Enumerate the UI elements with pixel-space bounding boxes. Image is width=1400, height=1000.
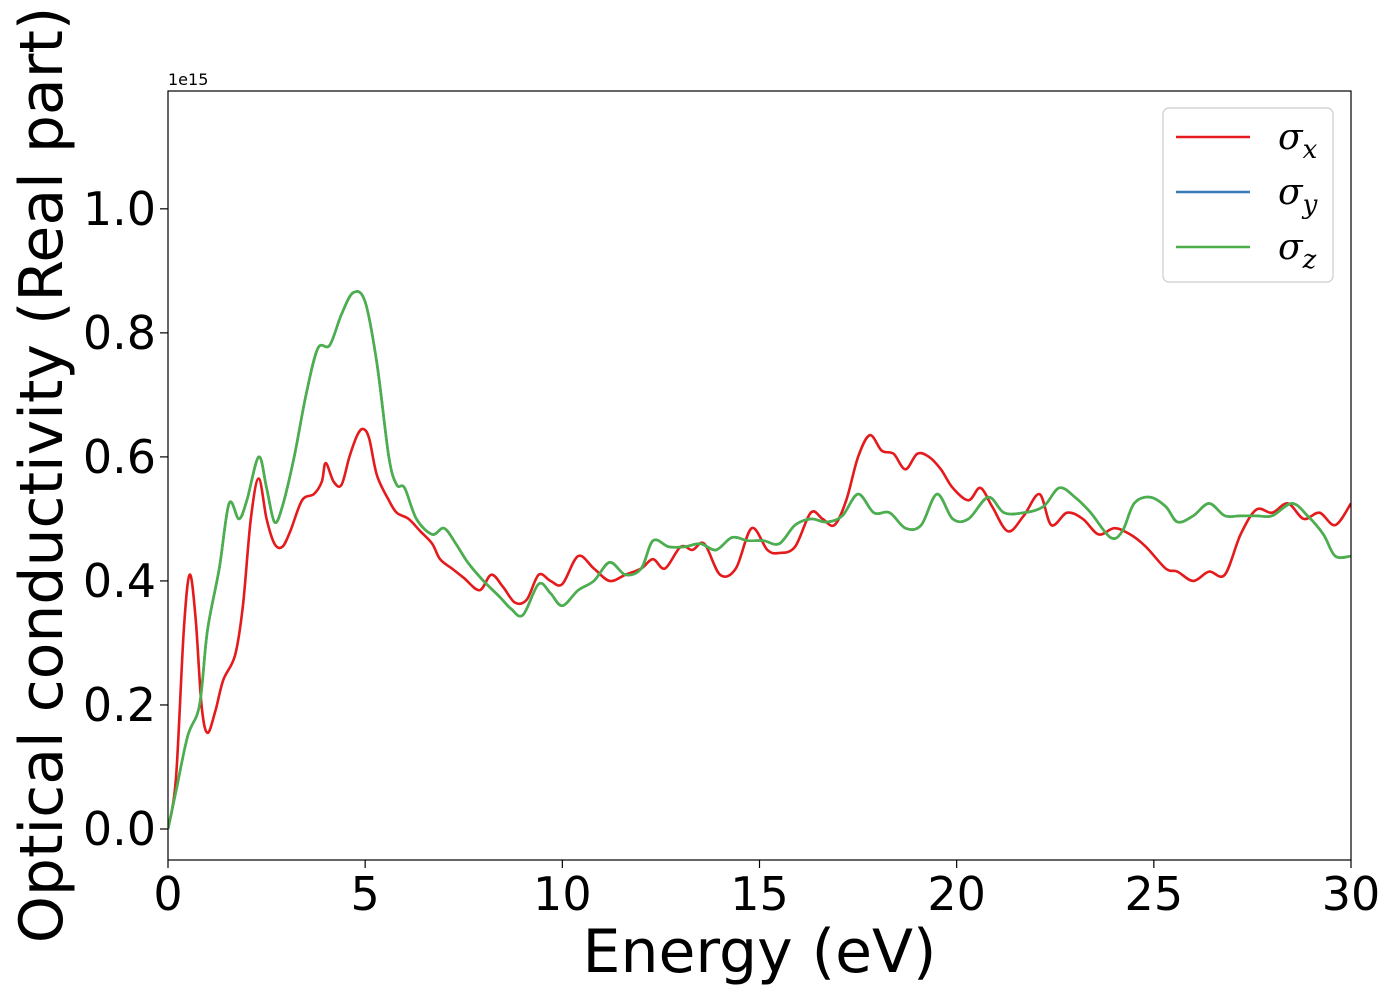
series-line-z <box>168 290 1351 830</box>
y-offset-label: 1e15 <box>168 70 208 89</box>
x-tick-label: 30 <box>1322 867 1381 921</box>
x-axis-title: Energy (eV) <box>583 917 937 987</box>
legend-label-z: σz <box>1278 227 1317 275</box>
legend-label-y: σy <box>1278 172 1318 220</box>
x-tick-label: 25 <box>1125 867 1184 921</box>
series-line-y <box>168 290 1351 830</box>
x-tick-label: 15 <box>730 867 789 921</box>
x-tick-label: 10 <box>533 867 592 921</box>
x-tick-label: 5 <box>351 867 380 921</box>
x-tick-label: 0 <box>153 867 182 921</box>
y-tick-label: 0.2 <box>83 678 156 732</box>
legend-label-x: σx <box>1278 117 1318 165</box>
y-tick-label: 0.0 <box>83 802 156 856</box>
y-axis-ticks: 0.0 0.2 0.4 0.6 0.8 1.0 <box>83 182 168 856</box>
legend-frame <box>1162 107 1334 283</box>
x-axis-ticks: 0 5 10 15 20 25 30 <box>153 860 1380 921</box>
y-tick-label: 0.6 <box>83 430 156 484</box>
legend: σx σy σz <box>1162 107 1334 283</box>
y-tick-label: 1.0 <box>83 182 156 236</box>
x-tick-label: 20 <box>927 867 986 921</box>
series-layer <box>168 290 1351 830</box>
y-tick-label: 0.8 <box>83 306 156 360</box>
y-tick-label: 0.4 <box>83 554 156 608</box>
series-line-x <box>168 427 1351 830</box>
y-axis-title: Optical conductivity (Real part) <box>7 7 77 944</box>
